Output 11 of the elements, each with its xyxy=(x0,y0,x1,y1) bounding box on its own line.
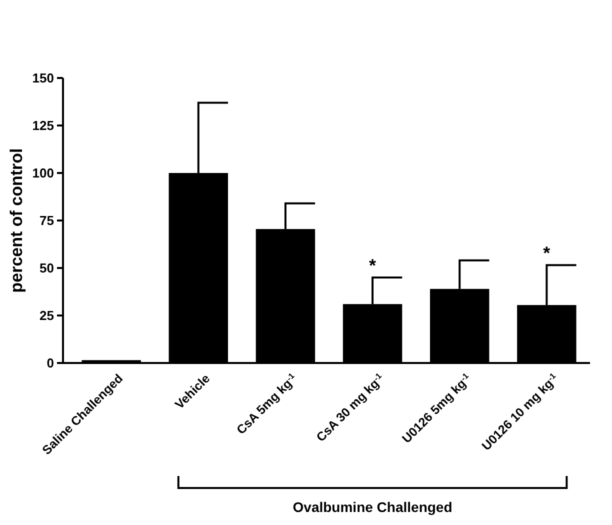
y-axis-title: percent of control xyxy=(7,148,26,293)
y-tick-label: 25 xyxy=(40,308,54,324)
y-tick-label: 150 xyxy=(32,70,54,86)
y-tick-label: 100 xyxy=(32,166,54,181)
y-tick-label: 75 xyxy=(40,213,54,228)
text: Ovalbumine Challenged xyxy=(292,499,452,515)
data-label: * xyxy=(543,243,550,264)
y-tick-label: 50 xyxy=(40,260,54,276)
y-tick-label: 0 xyxy=(46,356,54,371)
data-label: * xyxy=(369,256,376,276)
y-tick-label: 125 xyxy=(32,118,54,134)
